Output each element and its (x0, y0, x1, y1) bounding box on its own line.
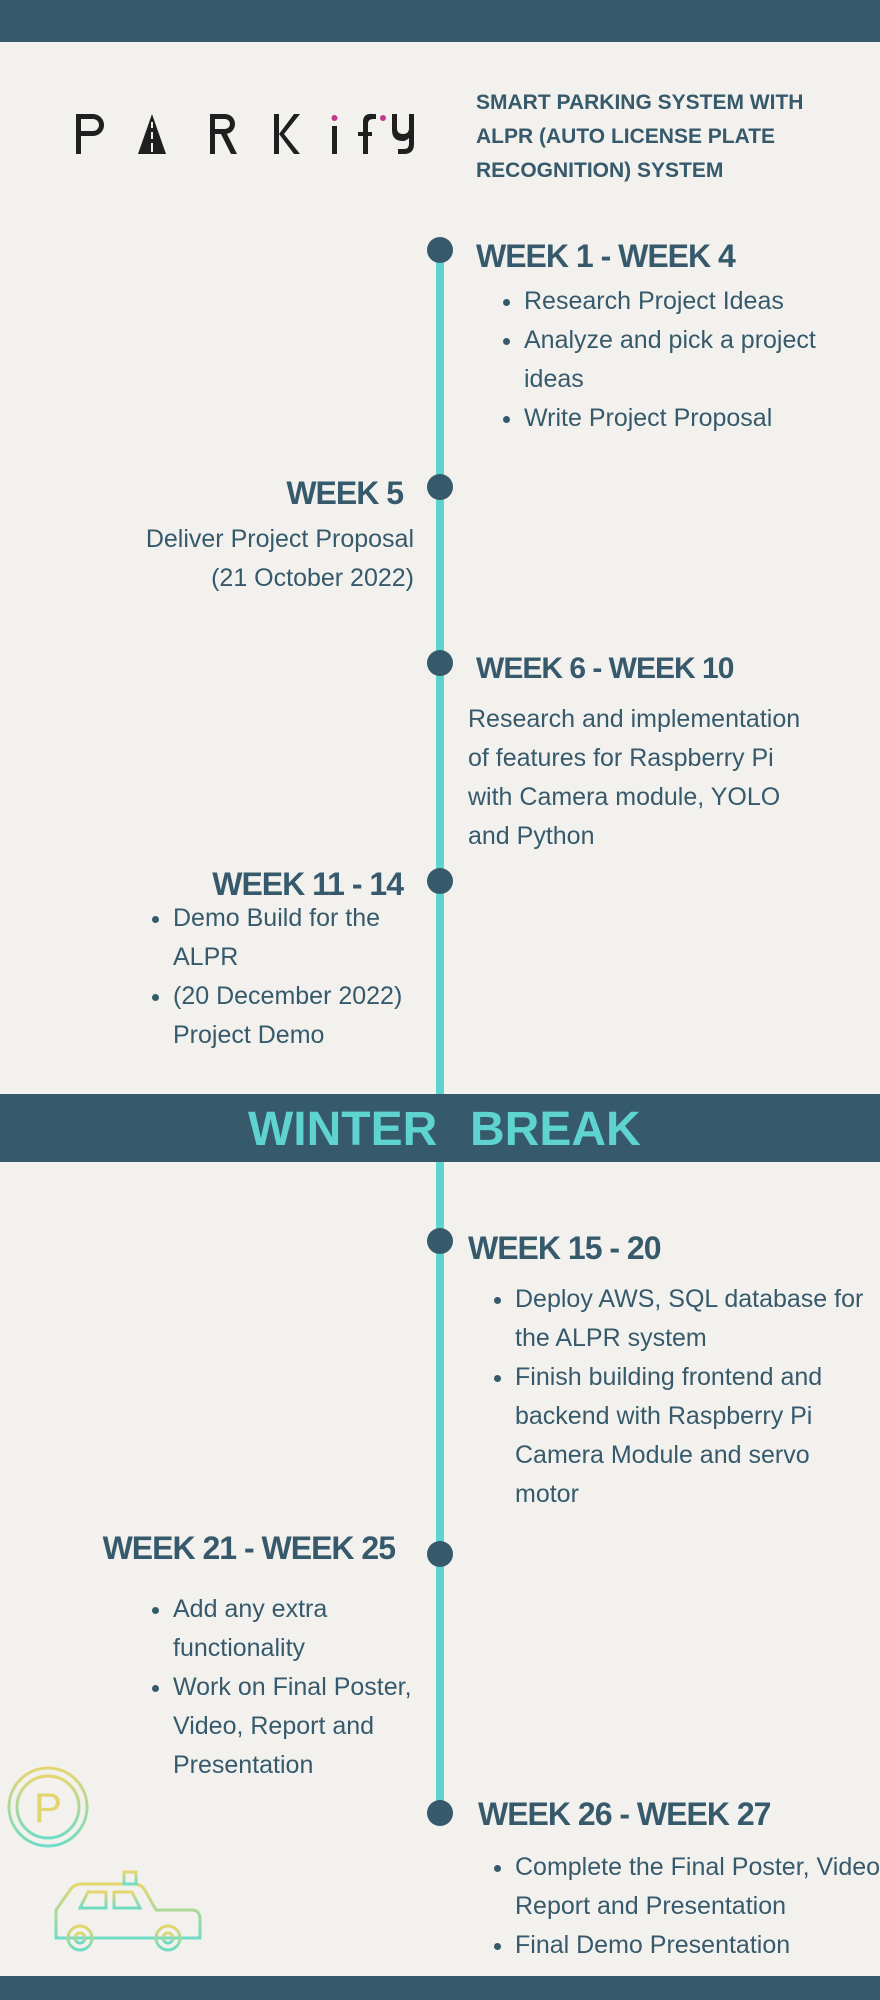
list-item: Work on Final Poster, Video, Report and … (173, 1668, 448, 1785)
milestone-heading: WEEK 6 - WEEK 10 (476, 652, 734, 685)
timeline-dot (427, 868, 453, 894)
list-item: (20 December 2022) Project Demo (173, 977, 445, 1055)
bottom-banner (0, 1976, 880, 2000)
project-tagline: SMART PARKING SYSTEM WITH ALPR (AUTO LIC… (476, 91, 804, 182)
milestone-list: Complete the Final Poster, Video, Report… (490, 1848, 880, 1965)
winter-break-banner: WINTER BREAK (0, 1094, 880, 1162)
milestone-heading: WEEK 11 - 14 (212, 866, 404, 902)
list-item: Finish building frontend and backend wit… (515, 1358, 865, 1514)
list-item: Demo Build for the ALPR (173, 899, 445, 977)
parkify-logo (76, 113, 414, 154)
list-item: Add any extra functionality (173, 1590, 448, 1668)
milestone-list: Deploy AWS, SQL database for the ALPR sy… (490, 1280, 865, 1514)
top-banner (0, 0, 880, 42)
parking-sign-and-taxi-icon: P (7, 1766, 202, 1959)
milestone-list: Demo Build for the ALPR (20 December 202… (148, 899, 445, 1055)
timeline-dot (427, 1228, 453, 1254)
list-item: Research Project Ideas (524, 282, 864, 321)
milestone-heading: WEEK 26 - WEEK 27 (478, 1796, 771, 1832)
list-item: Deploy AWS, SQL database for the ALPR sy… (515, 1280, 865, 1358)
timeline-line-lower (436, 1160, 444, 1812)
timeline-dot (427, 650, 453, 676)
list-item: Final Demo Presentation (515, 1926, 880, 1965)
list-item: Analyze and pick a project ideas (524, 321, 864, 399)
winter-break-word: BREAK (470, 1103, 641, 1156)
timeline-dot (427, 474, 453, 500)
milestone-list: Research Project Ideas Analyze and pick … (499, 282, 864, 438)
milestone-text: Deliver Project Proposal (21 October 202… (145, 525, 414, 592)
milestone-text: Research and implementation of features … (468, 705, 801, 850)
list-item: Write Project Proposal (524, 399, 864, 438)
timeline-dot (427, 1800, 453, 1826)
parking-letter: P (34, 1784, 62, 1831)
milestone-heading: WEEK 21 - WEEK 25 (102, 1530, 396, 1566)
milestone-heading: WEEK 5 (286, 475, 404, 511)
winter-break-word: WINTER (248, 1103, 438, 1156)
milestone-heading: WEEK 15 - 20 (468, 1230, 662, 1266)
timeline-dot (427, 1541, 453, 1567)
list-item: Complete the Final Poster, Video, Report… (515, 1848, 880, 1926)
milestone-list: Add any extra functionality Work on Fina… (148, 1590, 448, 1785)
timeline-dot (427, 237, 453, 263)
milestone-heading: WEEK 1 - WEEK 4 (476, 238, 736, 274)
